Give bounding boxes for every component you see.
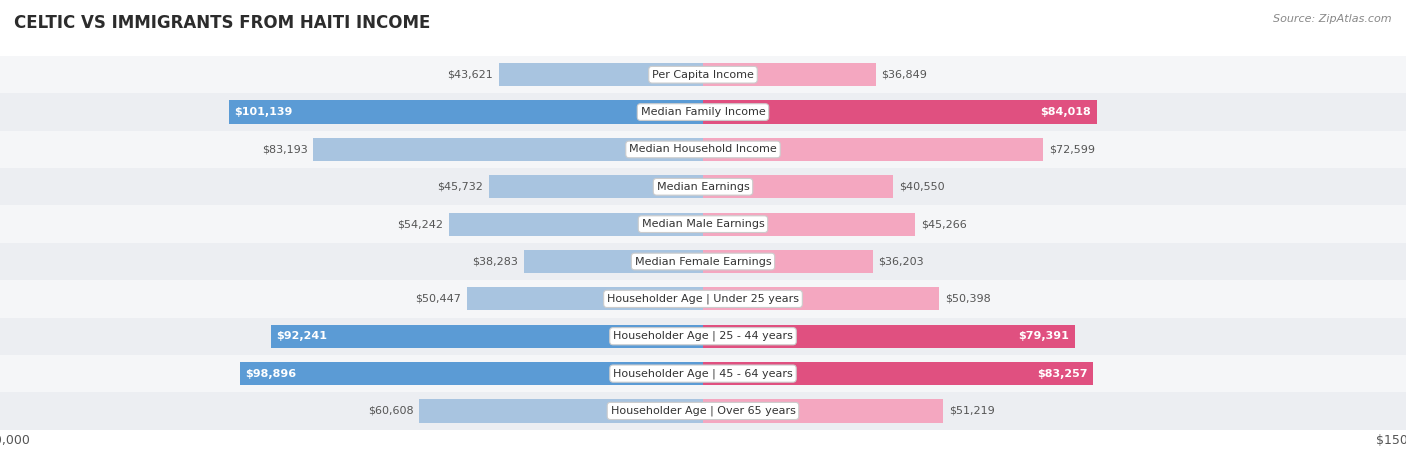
Bar bbox=[523, 250, 703, 273]
Bar bbox=[0, 318, 1406, 355]
Bar bbox=[0, 205, 1406, 243]
Bar bbox=[0, 56, 1406, 93]
Bar bbox=[703, 63, 876, 86]
Text: Median Earnings: Median Earnings bbox=[657, 182, 749, 192]
Bar bbox=[239, 362, 703, 385]
Text: $84,018: $84,018 bbox=[1040, 107, 1091, 117]
Bar bbox=[0, 243, 1406, 280]
Bar bbox=[0, 168, 1406, 205]
Text: $60,608: $60,608 bbox=[368, 406, 413, 416]
Text: $43,621: $43,621 bbox=[447, 70, 494, 80]
Bar bbox=[703, 250, 873, 273]
Bar bbox=[0, 280, 1406, 318]
Text: $36,203: $36,203 bbox=[879, 256, 924, 267]
Text: Householder Age | 45 - 64 years: Householder Age | 45 - 64 years bbox=[613, 368, 793, 379]
Bar bbox=[703, 100, 1097, 124]
Text: $38,283: $38,283 bbox=[472, 256, 517, 267]
Text: $45,732: $45,732 bbox=[437, 182, 484, 192]
Bar bbox=[489, 175, 703, 198]
Bar bbox=[703, 212, 915, 236]
Text: $51,219: $51,219 bbox=[949, 406, 994, 416]
Text: $72,599: $72,599 bbox=[1049, 144, 1095, 155]
Text: $79,391: $79,391 bbox=[1018, 331, 1070, 341]
Text: $54,242: $54,242 bbox=[396, 219, 443, 229]
Bar bbox=[271, 325, 703, 348]
Text: Median Female Earnings: Median Female Earnings bbox=[634, 256, 772, 267]
Bar bbox=[703, 399, 943, 423]
Bar bbox=[229, 100, 703, 124]
Text: CELTIC VS IMMIGRANTS FROM HAITI INCOME: CELTIC VS IMMIGRANTS FROM HAITI INCOME bbox=[14, 14, 430, 32]
Bar bbox=[0, 355, 1406, 392]
Bar bbox=[703, 362, 1094, 385]
Bar bbox=[703, 175, 893, 198]
Bar bbox=[0, 392, 1406, 430]
Text: Householder Age | Over 65 years: Householder Age | Over 65 years bbox=[610, 406, 796, 416]
Text: $83,257: $83,257 bbox=[1038, 368, 1088, 379]
Text: $92,241: $92,241 bbox=[277, 331, 328, 341]
Text: $36,849: $36,849 bbox=[882, 70, 927, 80]
Text: $50,398: $50,398 bbox=[945, 294, 991, 304]
Text: Householder Age | Under 25 years: Householder Age | Under 25 years bbox=[607, 294, 799, 304]
Bar bbox=[703, 287, 939, 311]
Bar bbox=[499, 63, 703, 86]
Bar bbox=[703, 138, 1043, 161]
Text: Per Capita Income: Per Capita Income bbox=[652, 70, 754, 80]
Text: $50,447: $50,447 bbox=[415, 294, 461, 304]
Text: $98,896: $98,896 bbox=[245, 368, 297, 379]
Bar bbox=[449, 212, 703, 236]
Text: Householder Age | 25 - 44 years: Householder Age | 25 - 44 years bbox=[613, 331, 793, 341]
Bar bbox=[0, 93, 1406, 131]
Bar bbox=[467, 287, 703, 311]
Text: $40,550: $40,550 bbox=[898, 182, 945, 192]
Text: $101,139: $101,139 bbox=[235, 107, 292, 117]
Text: Median Household Income: Median Household Income bbox=[628, 144, 778, 155]
Text: Median Family Income: Median Family Income bbox=[641, 107, 765, 117]
Text: $45,266: $45,266 bbox=[921, 219, 966, 229]
Bar bbox=[419, 399, 703, 423]
Text: Source: ZipAtlas.com: Source: ZipAtlas.com bbox=[1274, 14, 1392, 24]
Bar bbox=[703, 325, 1076, 348]
Text: Median Male Earnings: Median Male Earnings bbox=[641, 219, 765, 229]
Bar bbox=[0, 131, 1406, 168]
Text: $83,193: $83,193 bbox=[262, 144, 308, 155]
Bar bbox=[314, 138, 703, 161]
